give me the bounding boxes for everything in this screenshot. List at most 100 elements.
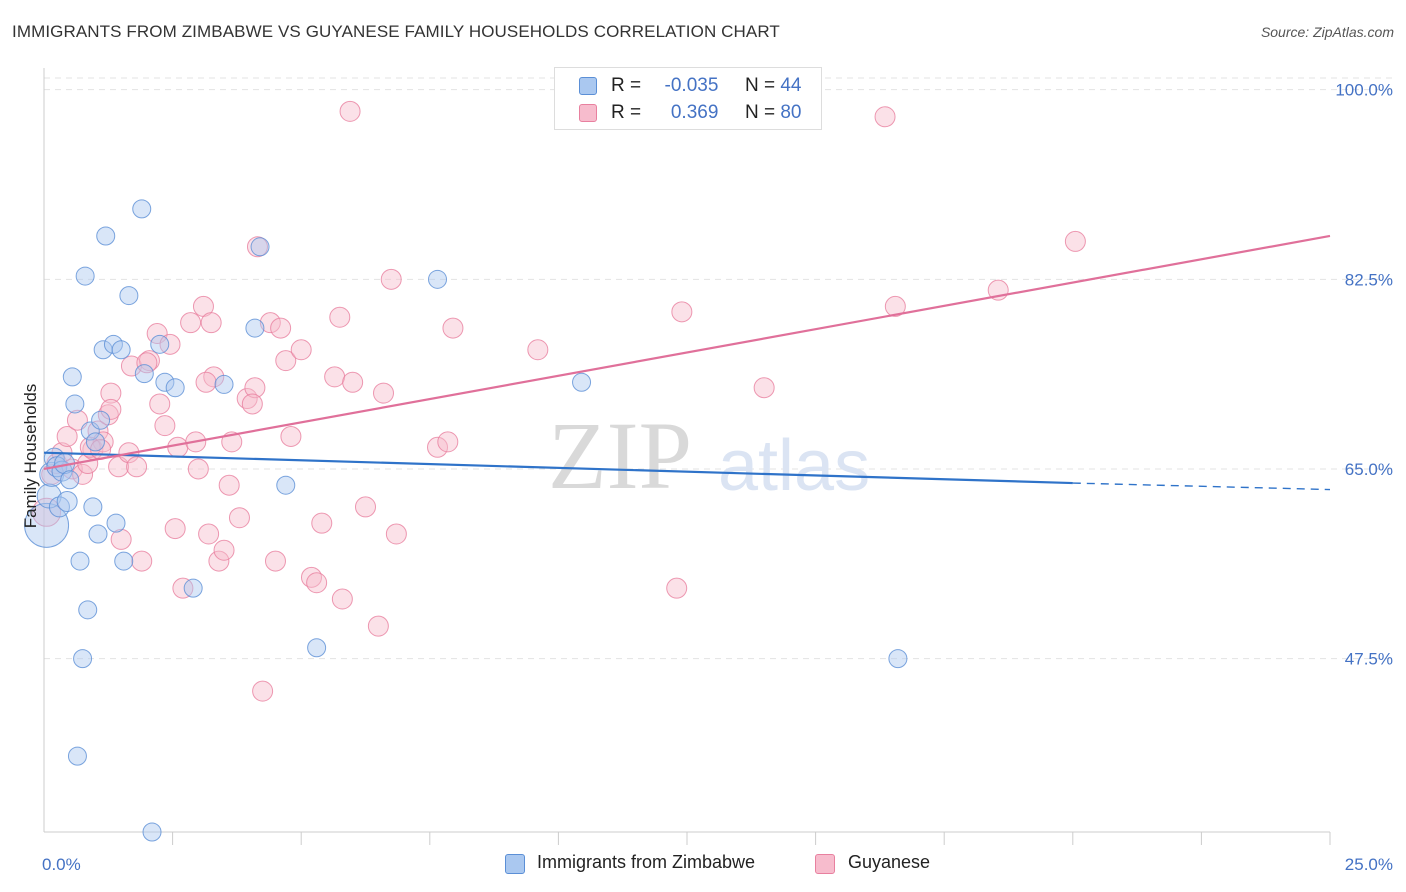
legend-r-label: R = — [611, 75, 642, 96]
guyanese-point — [56, 425, 78, 447]
legend-r-value: 0.369 — [670, 102, 719, 123]
zimbabwe-point — [73, 649, 93, 669]
guyanese-point — [252, 680, 274, 702]
guyanese-point — [79, 436, 101, 458]
zimbabwe-point — [134, 364, 154, 384]
watermark: ZIP atlas — [548, 402, 870, 509]
legend-n-label: N = — [744, 102, 776, 123]
zimbabwe-point — [132, 199, 152, 219]
bottom-legend-label: Guyanese — [848, 852, 931, 872]
stats-legend: R = -0.035 N = 44 R = 0.369 N = 80 — [554, 67, 822, 130]
series-zimbabwe-points — [24, 199, 908, 842]
guyanese-point — [373, 382, 395, 404]
guyanese-point — [259, 312, 281, 334]
zimbabwe-trend-line — [43, 451, 1073, 485]
zimbabwe-point — [142, 822, 162, 842]
legend-n-value: 44 — [780, 75, 802, 96]
guyanese-point — [666, 577, 688, 599]
zimbabwe-point — [83, 497, 103, 517]
guyanese-point — [241, 393, 263, 415]
guyanese-point — [100, 398, 122, 420]
y-axis-label: Family Households — [21, 384, 40, 529]
guyanese-point — [355, 496, 376, 518]
bottom-legend-label: Immigrants from Zimbabwe — [537, 852, 756, 872]
y-tick-label: 65.0% — [1345, 460, 1393, 479]
guyanese-point — [324, 366, 346, 388]
zimbabwe-point — [307, 638, 327, 658]
legend-swatch-pink — [579, 104, 597, 122]
legend-r-value: -0.035 — [664, 75, 719, 96]
watermark-zip: ZIP — [548, 402, 692, 509]
zimbabwe-point — [70, 551, 90, 571]
guyanese-point — [385, 523, 407, 545]
guyanese-point — [100, 382, 122, 404]
zimbabwe-point — [48, 496, 70, 518]
guyanese-point — [342, 371, 364, 393]
guyanese-point — [108, 456, 130, 478]
zimbabwe-point — [78, 600, 98, 620]
guyanese-point — [264, 550, 286, 572]
guyanese-point — [270, 317, 292, 339]
zimbabwe-point — [428, 269, 448, 289]
guyanese-point — [329, 306, 351, 328]
zimbabwe-point — [245, 318, 265, 338]
zimbabwe-point — [106, 513, 126, 533]
zimbabwe-point — [96, 226, 116, 246]
guyanese-trend-line — [43, 234, 1331, 471]
guyanese-point — [195, 371, 217, 393]
chart-title: IMMIGRANTS FROM ZIMBABWE VS GUYANESE FAM… — [12, 22, 780, 41]
guyanese-point — [126, 456, 148, 478]
guyanese-point — [149, 393, 171, 415]
y-tick-label: 47.5% — [1345, 650, 1393, 669]
zimbabwe-point — [65, 394, 85, 414]
guyanese-point — [753, 377, 775, 399]
guyanese-point — [198, 523, 220, 545]
legend-n-label: N = — [744, 75, 776, 96]
guyanese-point — [380, 268, 402, 290]
guyanese-point — [339, 100, 361, 122]
chart-source: Source: ZipAtlas.com — [1260, 24, 1394, 40]
zimbabwe-point — [150, 334, 170, 354]
guyanese-point — [884, 295, 906, 317]
guyanese-point — [131, 550, 153, 572]
guyanese-point — [874, 106, 896, 128]
zimbabwe-point — [276, 475, 296, 495]
x-tick-label: 0.0% — [42, 855, 81, 874]
guyanese-point — [290, 339, 312, 361]
guyanese-point — [311, 512, 333, 534]
zimbabwe-point — [888, 649, 908, 669]
guyanese-point — [159, 333, 181, 355]
bottom-swatch-pink — [815, 854, 835, 874]
guyanese-point — [306, 572, 328, 594]
zimbabwe-point — [183, 578, 203, 598]
zimbabwe-point — [24, 502, 70, 548]
guyanese-point — [203, 366, 225, 388]
guyanese-point — [213, 539, 235, 561]
legend-n-value: 80 — [780, 102, 802, 123]
guyanese-point — [200, 312, 222, 334]
guyanese-point — [527, 339, 549, 361]
zimbabwe-point — [67, 746, 87, 766]
guyanese-point — [154, 415, 176, 437]
guyanese-point — [218, 474, 240, 496]
zimbabwe-point — [75, 266, 95, 286]
zimbabwe-point — [155, 372, 175, 392]
axis-layer — [43, 68, 1331, 845]
bottom-swatch-blue — [505, 854, 525, 874]
guyanese-point — [244, 377, 266, 399]
guyanese-point — [32, 497, 62, 527]
zimbabwe-point — [56, 490, 78, 512]
zimbabwe-point — [62, 367, 82, 387]
x-tick-label: 25.0% — [1345, 855, 1393, 874]
guyanese-point — [1064, 230, 1086, 252]
guyanese-point — [136, 352, 158, 374]
guyanese-point — [110, 528, 132, 550]
zimbabwe-point — [114, 551, 134, 571]
legend-swatch-blue — [579, 77, 597, 95]
guyanese-point — [72, 463, 94, 485]
guyanese-point — [280, 425, 302, 447]
guyanese-point — [92, 431, 114, 453]
zimbabwe-trend-extension — [1072, 482, 1331, 491]
